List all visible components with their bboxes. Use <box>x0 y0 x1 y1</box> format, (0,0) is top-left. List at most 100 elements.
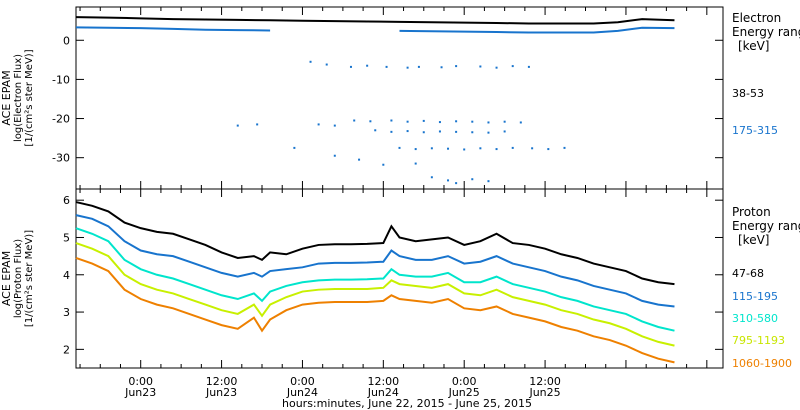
data-point <box>471 120 474 123</box>
data-point <box>366 64 369 67</box>
data-point <box>487 121 490 124</box>
legend-entry: 47-68 <box>732 267 764 280</box>
y-tick-label: 2 <box>63 343 70 356</box>
data-point <box>422 119 425 122</box>
data-point <box>495 148 498 151</box>
y-tick-label: -30 <box>52 152 70 165</box>
y-axis-label: ACE EPAM <box>0 70 13 125</box>
legend-entry: 795-1193 <box>732 334 785 347</box>
plot-frame <box>75 188 724 369</box>
x-tick-label-time: 12:00 <box>206 375 238 388</box>
data-point <box>455 65 458 68</box>
y-tick-label: 4 <box>63 269 70 282</box>
series-line-175-315 <box>399 26 675 34</box>
x-tick-label-day: Jun24 <box>286 386 318 399</box>
data-point <box>447 179 450 182</box>
x-tick-label-day: Jun23 <box>205 386 237 399</box>
legend-title: [keV] <box>738 233 769 247</box>
data-point <box>333 124 336 127</box>
y-tick-label: -20 <box>52 113 70 126</box>
data-point <box>511 146 514 149</box>
data-point <box>369 120 372 123</box>
data-point <box>487 180 490 183</box>
data-point <box>293 146 296 149</box>
series-line-175-315 <box>75 26 271 32</box>
legend-entry: 310-580 <box>732 312 778 325</box>
x-tick-label-time: 0:00 <box>128 375 153 388</box>
series-line-795-1193 <box>75 242 675 347</box>
data-point <box>398 146 401 149</box>
data-point <box>471 178 474 181</box>
legend-entry: 38-53 <box>732 87 764 100</box>
data-point <box>463 148 466 151</box>
data-point <box>349 65 352 68</box>
data-point <box>495 66 498 69</box>
data-point <box>503 130 506 133</box>
series-line-47-68 <box>75 201 675 286</box>
legend-entry: 175-315 <box>732 124 778 137</box>
data-point <box>455 130 458 133</box>
x-tick-label-day: Jun25 <box>448 386 480 399</box>
y-axis-label: [1/(cm²s ster MeV)] <box>24 49 35 146</box>
data-point <box>471 131 474 134</box>
x-tick-label-day: Jun23 <box>124 386 156 399</box>
data-point <box>390 119 393 122</box>
legend-entry: 115-195 <box>732 290 778 303</box>
data-point <box>519 121 522 124</box>
data-point <box>447 147 450 150</box>
x-tick-label-time: 0:00 <box>452 375 477 388</box>
data-point <box>563 146 566 149</box>
data-point <box>511 65 514 68</box>
data-point <box>479 147 482 150</box>
data-point <box>309 60 312 63</box>
data-point <box>430 147 433 150</box>
data-point <box>333 154 336 157</box>
series-line-38-53 <box>75 16 675 25</box>
data-point <box>414 148 417 151</box>
legend-title: Electron <box>732 11 781 25</box>
data-point <box>503 120 506 123</box>
data-point <box>236 124 239 127</box>
data-point <box>455 182 458 185</box>
series-line-1060-1900 <box>75 257 675 364</box>
data-point <box>430 176 433 179</box>
data-point <box>438 121 441 124</box>
legend-title: Proton <box>732 205 771 219</box>
data-point <box>358 158 361 161</box>
legend-title: Energy range <box>732 25 800 39</box>
data-point <box>527 65 530 68</box>
legend-title: [keV] <box>738 39 769 53</box>
data-point <box>382 163 385 166</box>
legend-entry: 1060-1900 <box>732 357 792 370</box>
electron-panel: 0 -10 -20 -30 ACE EPAM log(Electron Flux) [1/(… <box>0 6 800 190</box>
data-point <box>406 66 409 69</box>
y-tick-label: 5 <box>63 231 70 244</box>
y-axis-label: ACE EPAM <box>0 251 13 306</box>
x-tick-label-day: Jun25 <box>528 386 560 399</box>
x-tick-label-time: 12:00 <box>529 375 561 388</box>
data-point <box>547 148 550 151</box>
y-tick-label: -10 <box>52 73 70 86</box>
data-point <box>440 66 443 69</box>
data-point <box>385 65 388 68</box>
data-point <box>531 147 534 150</box>
data-point <box>487 131 490 134</box>
x-tick-label-time: 0:00 <box>290 375 315 388</box>
data-point <box>390 130 393 133</box>
x-tick-label-day: Jun24 <box>367 386 399 399</box>
legend-title: Energy range <box>732 219 800 233</box>
data-point <box>414 162 417 165</box>
series-line-310-580 <box>75 227 675 332</box>
y-axis-label: [1/(cm²s ster MeV)] <box>24 230 35 327</box>
y-axis-label: log(Electron Flux) <box>13 54 24 142</box>
data-point <box>325 63 328 66</box>
y-axis-label: log(Proton Flux) <box>13 239 24 318</box>
data-point <box>438 130 441 133</box>
x-axis-label: hours:minutes, June 22, 2015 - June 25, … <box>282 397 532 410</box>
data-point <box>455 120 458 123</box>
x-tick-label-time: 12:00 <box>367 375 399 388</box>
series-line-115-195 <box>75 214 675 308</box>
data-point <box>256 123 259 126</box>
y-tick-label: 6 <box>63 194 70 207</box>
